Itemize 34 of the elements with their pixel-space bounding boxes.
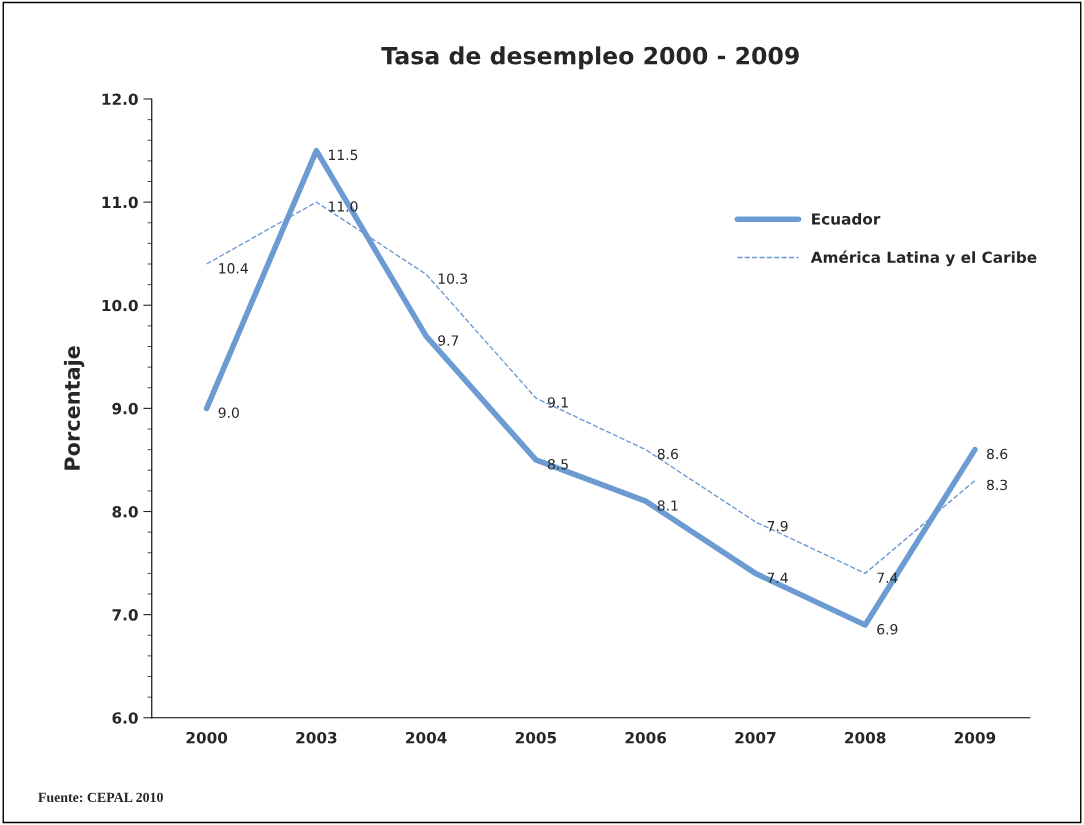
x-tick-label: 2008 <box>845 731 886 744</box>
x-tick-label: 2006 <box>625 731 667 744</box>
data-label: 8.6 <box>657 448 678 460</box>
x-tick-label: 2004 <box>406 731 447 744</box>
y-tick-label: 8.0 <box>112 505 138 518</box>
y-tick-label: 12.0 <box>102 93 138 106</box>
data-label: 8.1 <box>657 500 678 511</box>
x-tick-label: 2009 <box>954 731 996 744</box>
data-label: 11.5 <box>329 149 358 161</box>
y-tick-label: 11.0 <box>102 196 138 209</box>
y-tick-label: 10.0 <box>102 299 138 312</box>
data-label: 9.1 <box>547 397 568 408</box>
x-tick-label: 2003 <box>296 731 337 744</box>
x-tick-label: 2007 <box>735 731 776 744</box>
x-tick-label: 2005 <box>515 731 557 744</box>
data-label: 10.3 <box>438 273 468 284</box>
y-tick-label: 7.0 <box>112 609 138 621</box>
data-label: 10.4 <box>219 263 248 274</box>
legend-label: América Latina y el Caribe <box>810 250 1037 267</box>
data-label: 8.5 <box>547 459 568 470</box>
data-label: 7.9 <box>767 520 788 532</box>
y-axis-title: Porcentaje <box>63 346 85 470</box>
data-label: 7.4 <box>767 572 788 583</box>
data-label: 9.7 <box>438 335 459 346</box>
chart-title: Tasa de desempleo 2000 - 2009 <box>381 46 799 70</box>
source-note: Fuente: CEPAL 2010 <box>38 792 163 803</box>
data-label: 9.0 <box>218 407 239 418</box>
legend-label: Ecuador <box>812 212 881 225</box>
y-tick-label: 6.0 <box>112 712 138 724</box>
data-label: 6.9 <box>877 624 898 635</box>
y-tick-label: 9.0 <box>112 402 138 415</box>
x-tick-label: 2000 <box>186 731 228 744</box>
data-label: 8.3 <box>986 479 1008 491</box>
data-label: 8.6 <box>986 448 1008 460</box>
